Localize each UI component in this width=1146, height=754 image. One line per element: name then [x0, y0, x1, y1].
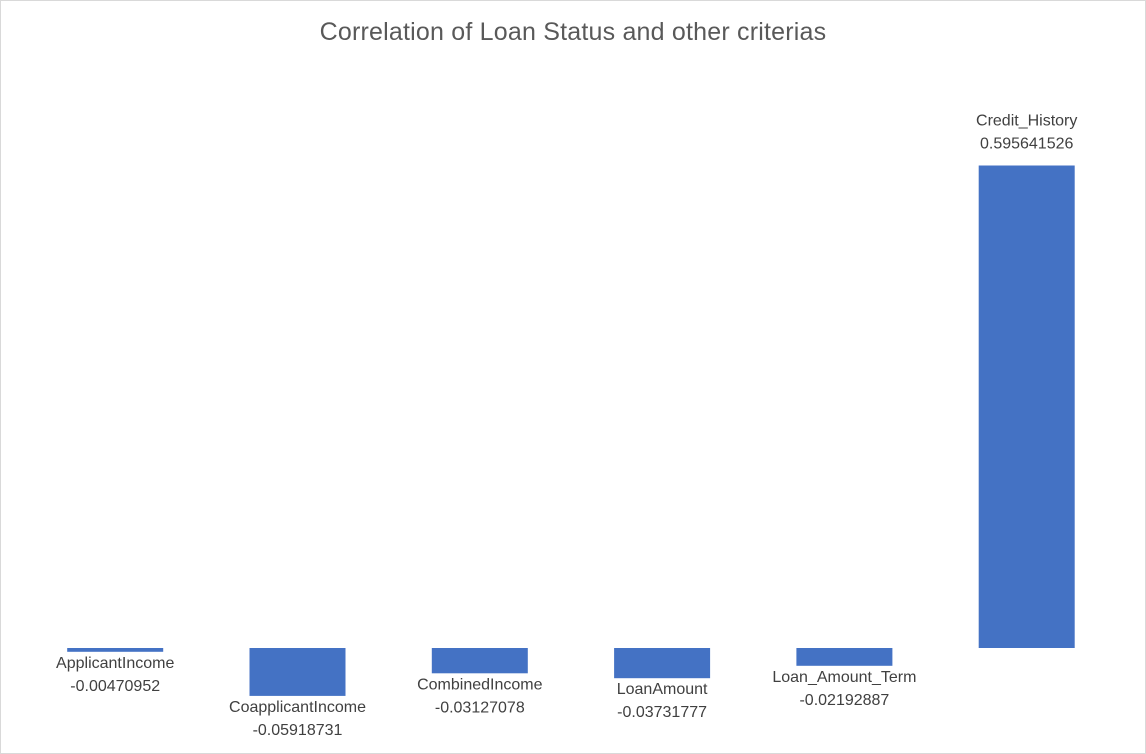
category-label: Credit_History [976, 113, 1077, 130]
category-label: ApplicantIncome [56, 655, 174, 672]
value-label: -0.03127078 [435, 699, 525, 716]
value-label: -0.03731777 [617, 704, 707, 721]
bar-applicantincome [67, 648, 164, 652]
bar-combinedincome [431, 648, 528, 674]
category-label: LoanAmount [617, 681, 708, 698]
value-label: -0.02192887 [799, 692, 889, 709]
chart-title: Correlation of Loan Status and other cri… [319, 18, 827, 46]
bar-credit-history [978, 165, 1075, 648]
value-label: 0.595641526 [980, 136, 1074, 153]
bar-loanamount [614, 648, 711, 679]
category-label: Loan_Amount_Term [772, 669, 916, 686]
value-label: -0.05918731 [253, 722, 343, 739]
bar-loan-amount-term [796, 648, 893, 666]
category-label: CombinedIncome [417, 676, 543, 693]
value-label: -0.00470952 [70, 678, 160, 695]
bar-coapplicantincome [249, 648, 346, 696]
category-label: CoapplicantIncome [229, 699, 366, 716]
